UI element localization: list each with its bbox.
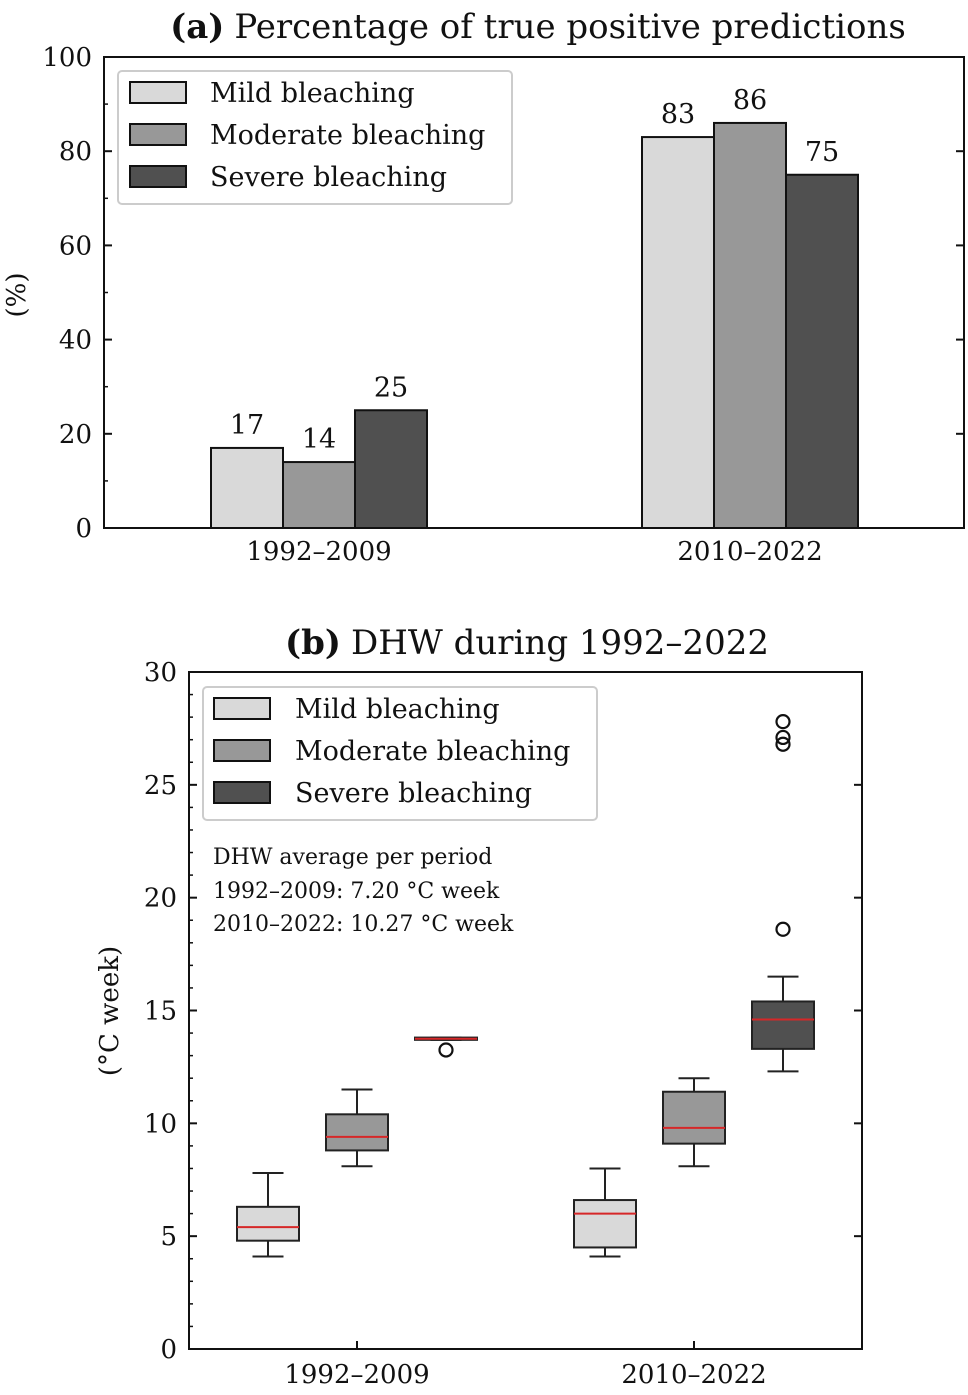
- legend-label-moderate: Moderate bleaching: [210, 120, 485, 151]
- y-tick-label: 80: [59, 137, 92, 167]
- legend-b-label-mild: Mild bleaching: [295, 694, 500, 725]
- bar-severe: [785, 173, 859, 529]
- bar-mild: [641, 136, 715, 529]
- panel-b-legend-box: [202, 686, 598, 821]
- bar-value-label: 17: [230, 410, 264, 441]
- box-severe: [751, 1000, 815, 1050]
- bar-value-label: 25: [374, 372, 408, 403]
- x-tick-label: 1992–2009: [284, 1360, 429, 1390]
- y-tick-label: 40: [59, 326, 92, 356]
- panel-a-ylabel: (%): [2, 273, 32, 318]
- y-tick-label: 25: [144, 771, 177, 801]
- legend-swatch-moderate: [129, 123, 187, 146]
- outlier-point: [775, 736, 791, 752]
- panel-a-title: (a) Percentage of true positive predictio…: [170, 7, 906, 47]
- bar-moderate: [713, 121, 787, 529]
- bar-mild: [210, 446, 284, 529]
- legend-label-severe: Severe bleaching: [210, 162, 447, 193]
- panel-a-y-axis: 0 20 40 60 80 100: [42, 43, 964, 544]
- y-tick-label: 100: [42, 43, 92, 73]
- legend-b-label-severe: Severe bleaching: [295, 778, 532, 809]
- y-tick-label: 0: [160, 1335, 177, 1365]
- panel-a-title-text: Percentage of true positive predictions: [234, 7, 905, 47]
- y-tick-label: 10: [144, 1109, 177, 1139]
- panel-a-legend: Mild bleaching Moderate bleaching Severe…: [117, 70, 513, 205]
- y-tick-label: 20: [144, 884, 177, 914]
- panel-a-x-axis: 1992–2009 2010–2022: [246, 520, 823, 567]
- annotation-heading: DHW average per period: [213, 845, 492, 870]
- panel-a: (a) Percentage of true positive predictio…: [2, 7, 965, 567]
- annotation-line-2: 2010–2022: 10.27 °C week: [213, 912, 514, 937]
- legend-b-swatch-mild: [213, 697, 271, 720]
- panel-b-annotation: DHW average per period 1992–2009: 7.20 °…: [213, 845, 514, 937]
- panel-b: (b) DHW during 1992–2022 (°C week) 0 5 10 15…: [95, 623, 863, 1390]
- outlier-point: [438, 1042, 454, 1058]
- panel-b-axes-frame: [188, 671, 863, 1350]
- annotation-line-1: 1992–2009: 7.20 °C week: [213, 879, 500, 904]
- legend-b-swatch-severe: [213, 781, 271, 804]
- panel-a-bars: 17 14 25 83 86 75: [210, 85, 859, 529]
- panel-a-label: (a): [170, 7, 224, 47]
- bar-value-label: 86: [733, 85, 767, 116]
- legend-b-swatch-moderate: [213, 739, 271, 762]
- bar-value-label: 14: [302, 424, 336, 455]
- legend-swatch-mild: [129, 81, 187, 104]
- panel-b-label: (b): [285, 623, 341, 663]
- panel-a-axes-frame: [103, 56, 965, 529]
- outlier-point: [775, 714, 791, 730]
- legend-label-mild: Mild bleaching: [210, 78, 415, 109]
- panel-b-title: (b) DHW during 1992–2022: [285, 623, 769, 663]
- panel-b-legend: Mild bleaching Moderate bleaching Severe…: [202, 686, 598, 821]
- panel-b-boxes: [236, 714, 815, 1258]
- bar-value-label: 75: [805, 137, 839, 168]
- x-tick-label: 2010–2022: [677, 537, 822, 567]
- panel-b-ylabel: (°C week): [95, 946, 125, 1076]
- bar-moderate: [282, 461, 356, 529]
- outlier-point: [775, 729, 791, 746]
- legend-b-label-moderate: Moderate bleaching: [295, 736, 570, 767]
- box-mild: [236, 1205, 300, 1242]
- legend-swatch-severe: [129, 165, 187, 188]
- box-mild: [573, 1199, 637, 1249]
- y-tick-label: 20: [59, 420, 92, 450]
- y-tick-label: 5: [160, 1222, 177, 1252]
- y-tick-label: 60: [59, 231, 92, 261]
- bar-severe: [354, 409, 428, 529]
- panel-a-legend-box: [117, 70, 513, 205]
- y-tick-label: 0: [75, 514, 92, 544]
- bar-value-label: 83: [661, 99, 695, 130]
- panel-b-x-axis: 1992–2009 2010–2022: [284, 1341, 767, 1390]
- box-moderate: [325, 1113, 389, 1152]
- panel-b-title-text: DHW during 1992–2022: [351, 623, 769, 663]
- x-tick-label: 2010–2022: [621, 1360, 766, 1390]
- y-tick-label: 15: [144, 997, 177, 1027]
- box-moderate: [662, 1090, 726, 1145]
- x-tick-label: 1992–2009: [246, 537, 391, 567]
- y-tick-label: 30: [144, 658, 177, 688]
- outlier-point: [775, 921, 791, 937]
